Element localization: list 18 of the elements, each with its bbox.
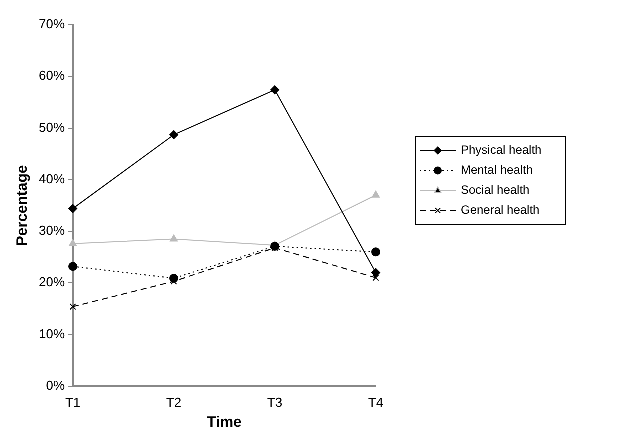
x-tick-label: T4 [368, 394, 384, 410]
x-axis-title: Time [207, 414, 242, 432]
y-tick-label: 50% [38, 120, 66, 135]
legend-label: General health [461, 203, 540, 218]
y-tick-label: 20% [38, 274, 66, 290]
y-axis-title: Percentage [14, 165, 32, 246]
y-tick-label: 30% [38, 223, 66, 238]
y-tick-label: 10% [38, 326, 66, 342]
y-tick-label: 0% [46, 378, 66, 393]
x-tick-label: T2 [166, 394, 182, 410]
legend-label: Physical health [461, 143, 542, 158]
legend-label: Social health [461, 183, 530, 198]
y-tick-label: 40% [38, 171, 66, 186]
x-tick-label: T3 [267, 394, 283, 410]
legend-label: Mental health [461, 163, 534, 178]
y-tick-label: 70% [38, 16, 66, 32]
y-tick-label: 60% [38, 68, 66, 84]
x-tick-label: T1 [65, 394, 81, 410]
